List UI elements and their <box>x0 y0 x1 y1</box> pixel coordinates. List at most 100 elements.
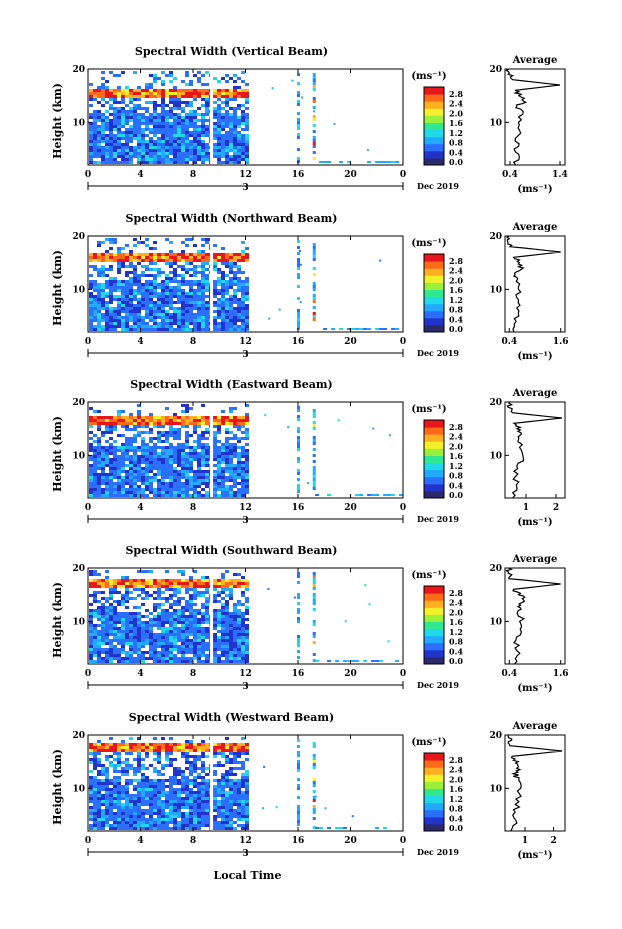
heat-cell <box>93 316 97 319</box>
heat-cell <box>141 322 145 325</box>
heat-cell <box>121 298 125 301</box>
heat-cell <box>237 298 241 301</box>
heat-cell <box>181 161 185 164</box>
heat-cell <box>217 749 221 752</box>
heat-cell <box>297 650 300 653</box>
heat-cell <box>161 788 165 791</box>
heat-cell <box>121 812 125 815</box>
heat-cell <box>205 322 209 325</box>
heat-cell <box>213 443 217 446</box>
heat-cell <box>201 645 205 648</box>
heat-cell <box>125 761 129 764</box>
heat-cell <box>133 651 137 654</box>
avg-y-tick-label: 10 <box>489 451 502 461</box>
heat-cell <box>117 800 121 803</box>
heat-cell <box>165 407 169 410</box>
heat-cell <box>297 136 300 139</box>
heat-cell <box>121 455 125 458</box>
heat-cell <box>137 749 141 752</box>
heat-cell <box>225 588 229 591</box>
heat-cell <box>133 657 137 660</box>
heat-cell <box>121 788 125 791</box>
heat-cell <box>109 265 113 268</box>
heat-cell <box>105 815 109 818</box>
heat-cell <box>89 743 93 746</box>
heat-cell <box>105 316 109 319</box>
heat-cell <box>241 479 245 482</box>
heat-cell <box>225 645 229 648</box>
heat-cell <box>173 119 177 122</box>
heat-cell <box>125 812 129 815</box>
heat-cell <box>161 71 165 74</box>
heat-cell <box>241 630 245 633</box>
heat-cell <box>297 318 300 321</box>
heat-cell <box>93 268 97 271</box>
heat-cell <box>113 606 117 609</box>
heat-cell <box>109 639 113 642</box>
heat-cell <box>245 101 249 104</box>
heat-cell <box>173 758 177 761</box>
heat-cell <box>105 328 109 331</box>
heat-cell <box>189 80 193 83</box>
heat-cell <box>165 464 169 467</box>
heat-cell <box>145 585 149 588</box>
heat-cell <box>193 603 197 606</box>
heat-cell <box>113 579 117 582</box>
heat-cell <box>241 494 245 497</box>
heat-cell <box>157 113 161 116</box>
heat-cell <box>225 328 229 331</box>
heat-cell <box>233 449 237 452</box>
heat-cell <box>197 479 201 482</box>
heat-cell <box>89 83 93 86</box>
heat-cell <box>221 452 225 455</box>
heat-cell <box>173 419 177 422</box>
heat-cell <box>213 473 217 476</box>
heat-cell <box>297 324 300 327</box>
heat-cell <box>125 767 129 770</box>
heat-cell <box>181 615 185 618</box>
heat-cell <box>153 770 157 773</box>
heat-cell <box>181 573 185 576</box>
heat-cell <box>133 95 137 98</box>
heat-cell <box>141 304 145 307</box>
heat-cell <box>109 621 113 624</box>
heat-cell <box>89 776 93 779</box>
heat-cell <box>185 636 189 639</box>
heat-cell <box>157 803 161 806</box>
x-tick-label: 16 <box>292 337 305 347</box>
heat-cell <box>117 256 121 259</box>
heat-cell <box>113 776 117 779</box>
heat-cell <box>221 785 225 788</box>
heat-cell <box>121 92 125 95</box>
heat-cell <box>133 253 137 256</box>
heat-cell <box>97 654 101 657</box>
heat-cell <box>312 415 316 418</box>
heat-cell <box>137 633 141 636</box>
x-tick-label: 4 <box>137 669 143 679</box>
heat-cell <box>217 809 221 812</box>
heat-cell <box>101 782 105 785</box>
heat-cell <box>245 443 249 446</box>
heat-cell <box>149 140 153 143</box>
heat-cell <box>245 654 249 657</box>
heat-cell <box>133 244 137 247</box>
heat-cell <box>153 488 157 491</box>
heat-cell <box>221 746 225 749</box>
heat-cell <box>205 473 209 476</box>
heat-cell <box>89 657 93 660</box>
avg-y-tick-label: 10 <box>489 285 502 295</box>
heat-cell <box>177 289 181 292</box>
heat-cell <box>129 271 133 274</box>
heat-cell <box>133 416 137 419</box>
heat-cell <box>165 262 169 265</box>
heat-cell <box>237 286 241 289</box>
heat-cell <box>169 271 173 274</box>
heat-cell <box>229 158 233 161</box>
heat-cell <box>169 425 173 428</box>
heat-cell <box>233 301 237 304</box>
heat-cell <box>109 761 113 764</box>
heat-cell <box>217 313 221 316</box>
heat-cell <box>189 89 193 92</box>
heat-cell <box>185 452 189 455</box>
heat-cell <box>129 158 133 161</box>
